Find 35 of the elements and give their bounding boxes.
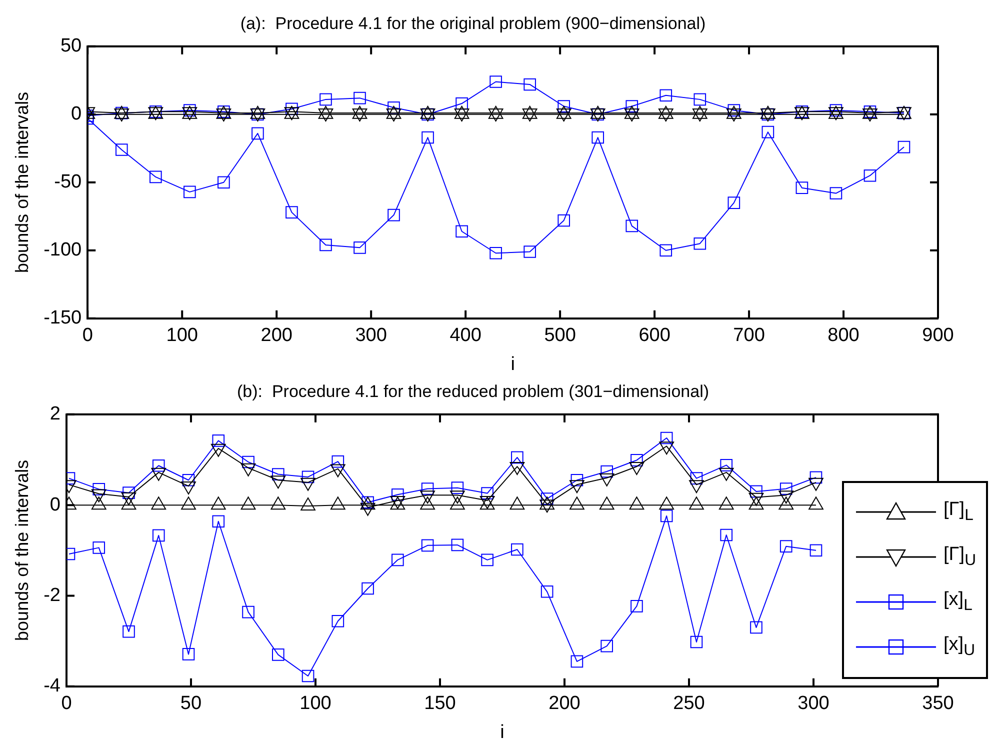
x-tick-label: 200 — [548, 693, 580, 714]
chart-title: (b): Procedure 4.1 for the reduced problem (301−dimensional) — [236, 382, 710, 401]
x-tick-label: 100 — [166, 325, 198, 346]
y-axis-title: bounds of the intervals — [12, 92, 32, 273]
x-tick-label: 350 — [922, 693, 954, 714]
x-tick-label: 300 — [355, 325, 387, 346]
x-axis-title: i — [510, 354, 515, 375]
x-tick-label: 500 — [544, 325, 576, 346]
x-tick-label: 300 — [798, 693, 830, 714]
x-tick-label: 200 — [260, 325, 292, 346]
legend-label: [Γ]$_{L}$ — [944, 498, 974, 524]
y-tick-label: 0 — [71, 104, 82, 125]
legend-label: [x]$_{L}$ — [944, 588, 972, 614]
y-axis-title: bounds of the intervals — [12, 460, 32, 641]
x-tick-label: 400 — [450, 325, 482, 346]
x-tick-label: 700 — [733, 325, 765, 346]
chart-title: (a): Procedure 4.1 for the original problem (900−dimensional) — [240, 14, 706, 33]
y-tick-label: -4 — [44, 676, 61, 697]
legend-label: [Γ]$_{U}$ — [944, 544, 976, 570]
x-tick-label: 900 — [922, 325, 954, 346]
y-tick-label: -150 — [44, 308, 82, 329]
x-tick-label: 100 — [300, 693, 332, 714]
x-tick-label: 250 — [673, 693, 705, 714]
x-axis-title: i — [500, 722, 504, 743]
x-tick-label: 150 — [424, 693, 456, 714]
y-tick-label: 0 — [50, 494, 60, 516]
y-tick-label: 2 — [50, 404, 60, 425]
y-tick-label: -50 — [54, 172, 82, 193]
y-tick-label: 50 — [60, 36, 82, 57]
legend-label: [x]$_{U}$ — [944, 634, 976, 660]
x-tick-label: 50 — [180, 693, 202, 714]
x-tick-label: 600 — [638, 325, 670, 346]
y-tick-label: -2 — [44, 584, 60, 606]
y-tick-label: -100 — [44, 240, 82, 261]
x-tick-label: 800 — [828, 325, 860, 346]
